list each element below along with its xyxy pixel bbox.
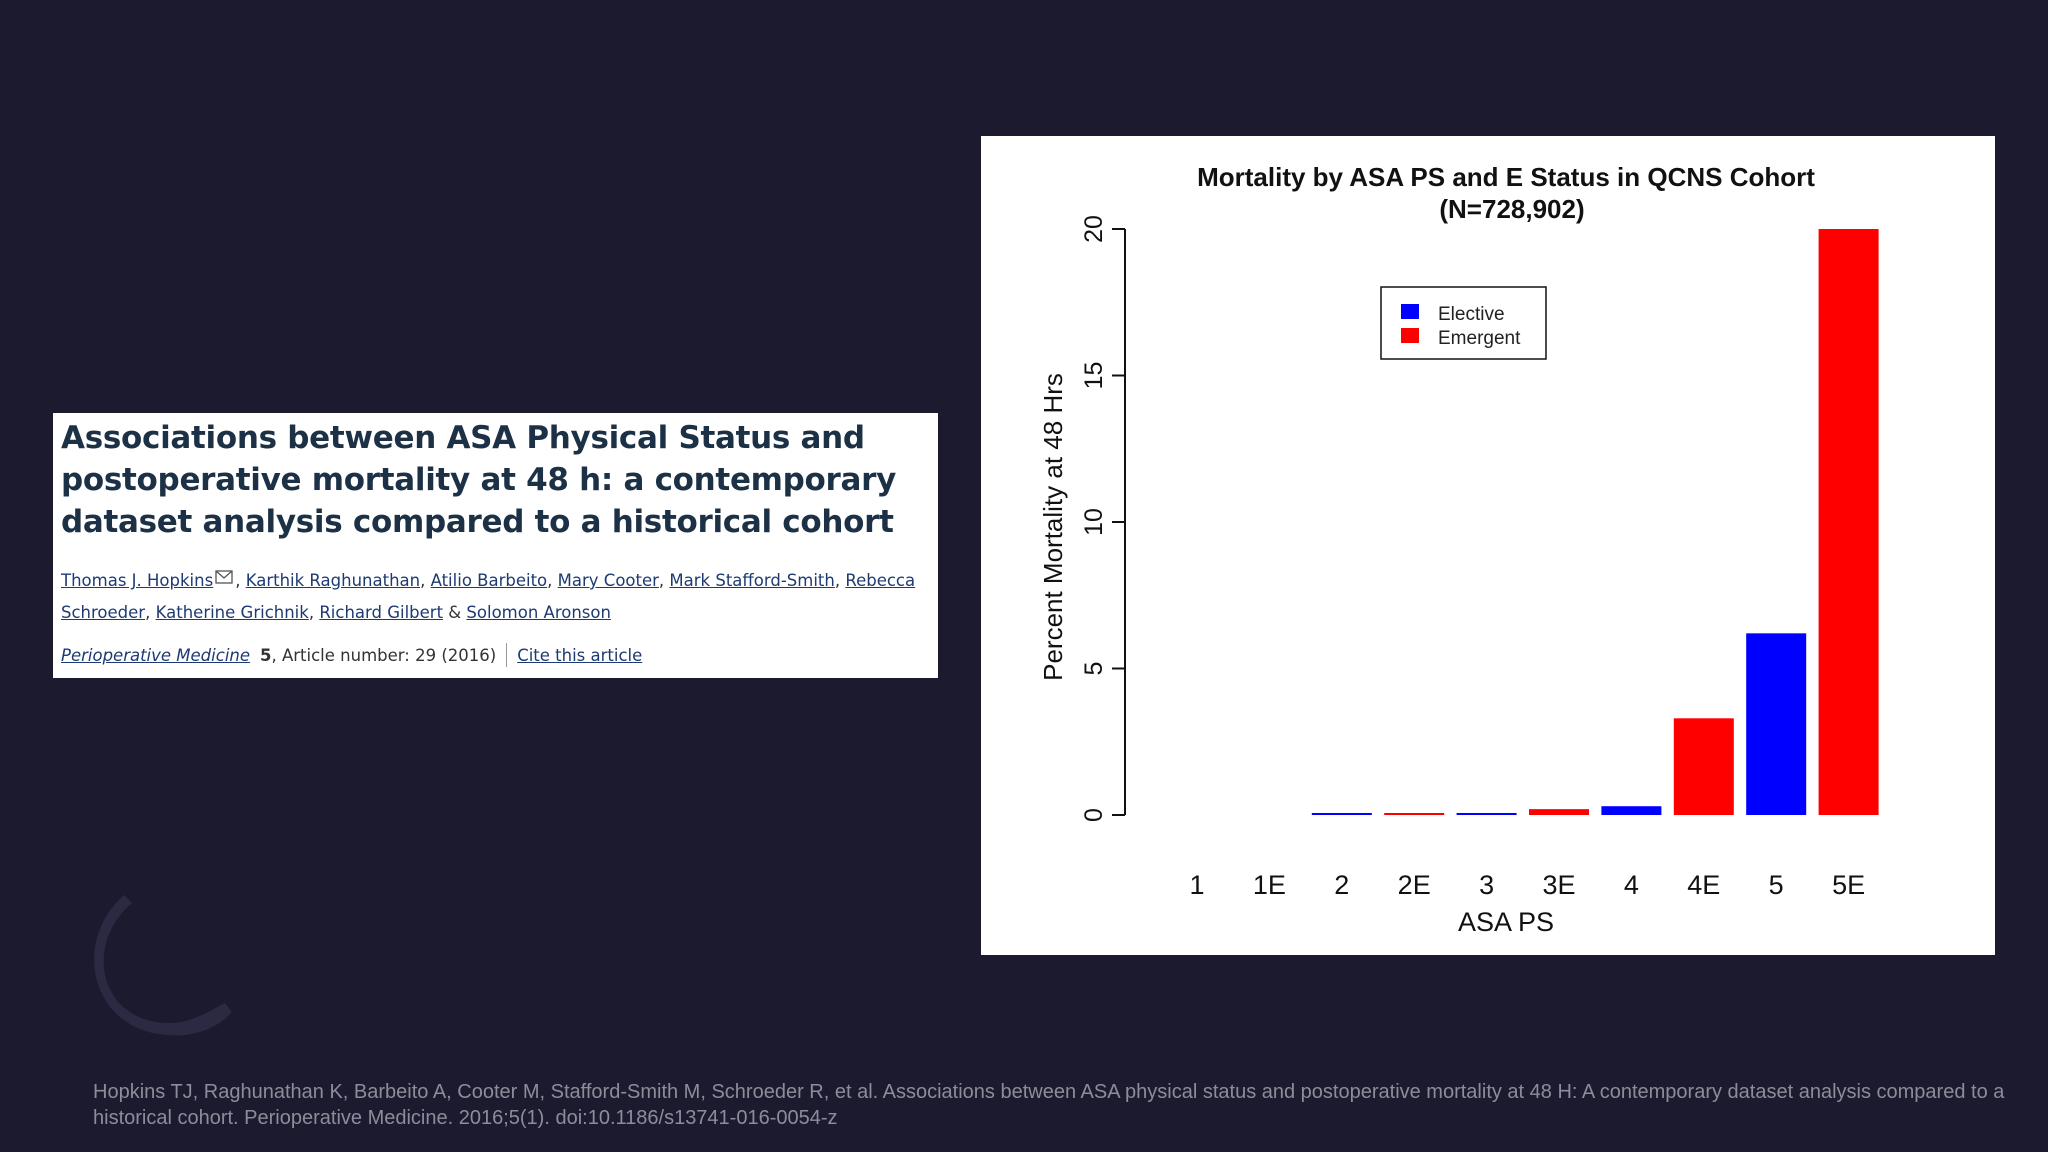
author-list: Thomas J. Hopkins, Karthik Raghunathan, … xyxy=(61,565,930,629)
author-link[interactable]: Thomas J. Hopkins xyxy=(61,571,214,590)
author-separator: , xyxy=(308,603,320,622)
author-link[interactable]: Mark Stafford-Smith xyxy=(669,571,835,590)
y-axis-label: Percent Mortality at 48 Hrs xyxy=(1038,373,1068,681)
bar-2e xyxy=(1384,813,1445,815)
article-card: Associations between ASA Physical Status… xyxy=(53,413,938,678)
cite-article-link[interactable]: Cite this article xyxy=(517,645,643,665)
author-separator: , xyxy=(658,571,670,590)
x-tick-label: 2E xyxy=(1398,870,1431,900)
bar-chart: Mortality by ASA PS and E Status in QCNS… xyxy=(1038,162,1879,937)
author-link[interactable]: Atilio Barbeito xyxy=(430,571,548,590)
author-separator: , xyxy=(547,571,558,590)
y-tick-label: 20 xyxy=(1080,215,1108,243)
bar-3e xyxy=(1529,809,1589,815)
y-tick-label: 10 xyxy=(1080,508,1108,536)
legend-label-elective: Elective xyxy=(1438,304,1505,325)
chart-card: Mortality by ASA PS and E Status in QCNS… xyxy=(981,136,1995,955)
x-tick-label: 5E xyxy=(1832,870,1865,900)
y-tick-label: 0 xyxy=(1080,808,1108,822)
legend-swatch-emergent xyxy=(1401,328,1419,343)
x-tick-label: 1 xyxy=(1189,870,1204,900)
journal-link[interactable]: Perioperative Medicine xyxy=(61,645,251,665)
article-info: , Article number: 29 (2016) xyxy=(271,645,497,665)
chart-title: Mortality by ASA PS and E Status in QCNS… xyxy=(1197,162,1815,192)
y-tick-label: 5 xyxy=(1080,662,1108,676)
reference-citation: Hopkins TJ, Raghunathan K, Barbeito A, C… xyxy=(93,1081,2005,1129)
citation-line: Perioperative Medicine 5 , Article numbe… xyxy=(61,643,930,667)
mail-icon[interactable] xyxy=(215,570,233,584)
bars-group xyxy=(1311,229,1879,815)
x-tick-label: 4E xyxy=(1687,870,1720,900)
author-link[interactable]: Katherine Grichnik xyxy=(155,603,309,622)
chart-subtitle: (N=728,902) xyxy=(1439,194,1584,224)
author-separator: , xyxy=(145,603,156,622)
author-separator: , xyxy=(834,571,846,590)
author-link[interactable]: Mary Cooter xyxy=(557,571,659,590)
author-link[interactable]: Karthik Raghunathan xyxy=(245,571,421,590)
bar-5e xyxy=(1818,229,1879,815)
legend-swatch-elective xyxy=(1401,304,1419,319)
article-title: Associations between ASA Physical Status… xyxy=(61,420,897,540)
x-tick-label: 3 xyxy=(1479,870,1494,900)
legend: Elective Emergent xyxy=(1380,286,1547,360)
bar-5 xyxy=(1746,633,1807,815)
x-tick-label: 4 xyxy=(1624,870,1639,900)
y-tick-label: 15 xyxy=(1080,362,1108,390)
author-link[interactable]: Solomon Aronson xyxy=(466,603,611,622)
author-separator: , xyxy=(235,571,246,590)
x-axis-ticks: 1 1E 2 2E 3 3E 4 4E 5 5E xyxy=(1189,870,1865,900)
author-separator: & xyxy=(443,603,467,622)
x-tick-label: 3E xyxy=(1542,870,1575,900)
author-link[interactable]: Richard Gilbert xyxy=(319,603,444,622)
legend-box xyxy=(1380,286,1547,360)
bar-2 xyxy=(1311,813,1372,815)
volume-number: 5 xyxy=(260,645,272,665)
author-link[interactable]: Rebecca Schroeder xyxy=(61,571,916,622)
author-separator: , xyxy=(420,571,431,590)
x-axis-label: ASA PS xyxy=(1458,907,1554,937)
x-tick-label: 5 xyxy=(1769,870,1784,900)
logo-arc-shape xyxy=(94,895,232,1036)
x-tick-label: 2 xyxy=(1334,870,1349,900)
y-axis-ticks: 0 5 10 15 20 xyxy=(1080,215,1125,822)
x-tick-label: 1E xyxy=(1253,870,1286,900)
bar-4 xyxy=(1601,806,1662,815)
bar-3 xyxy=(1456,813,1517,815)
bar-4e xyxy=(1673,718,1734,815)
logo-arc xyxy=(94,895,232,1036)
legend-label-emergent: Emergent xyxy=(1438,328,1521,349)
divider xyxy=(506,643,508,667)
